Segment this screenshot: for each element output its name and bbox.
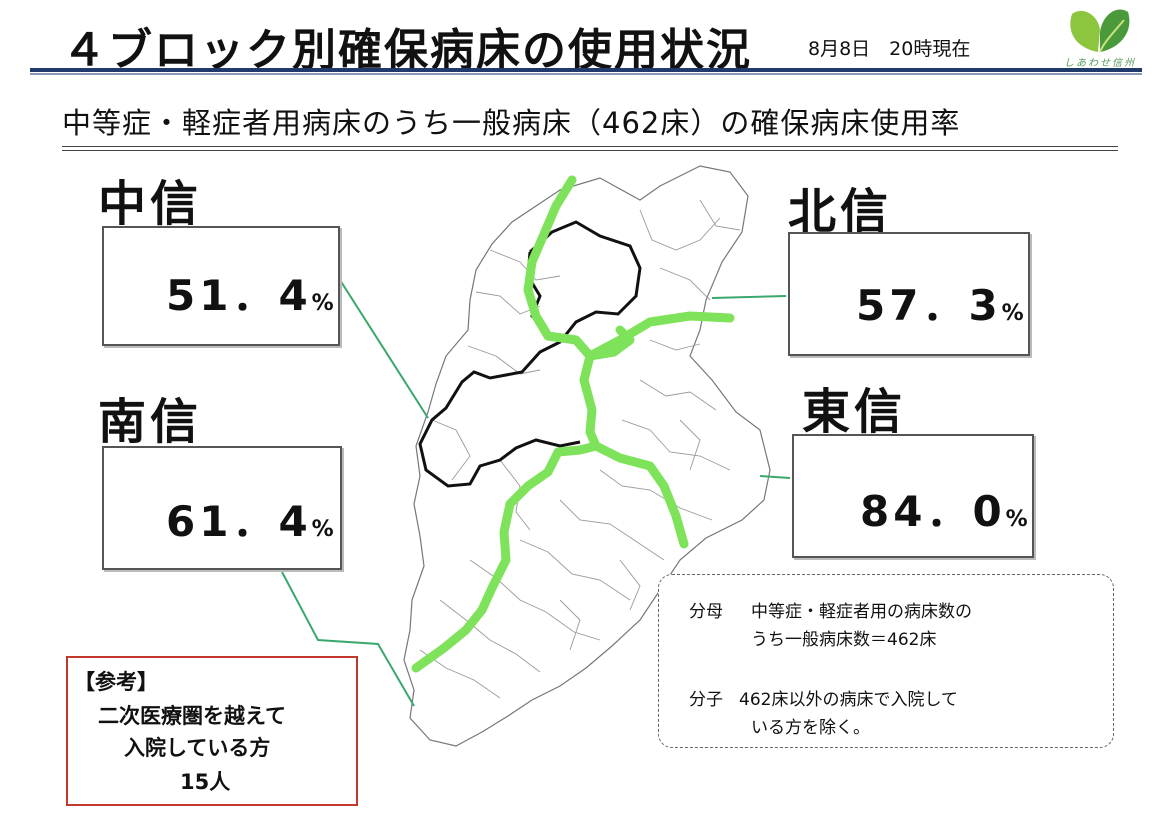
logo-caption: しあわせ信州 xyxy=(1064,58,1136,69)
reference-line-1: 二次医療圏を越えて xyxy=(98,704,286,728)
denominator-line-2: うち一般病床数＝462床 xyxy=(751,630,937,650)
toshin-rate: 84．0% xyxy=(860,478,1032,539)
hokushin-rate: 57．3% xyxy=(856,272,1028,333)
reference-line-2: 入院している方 xyxy=(124,736,271,760)
hokushin-rate-box: 57．3% xyxy=(788,232,1030,356)
header-divider xyxy=(30,68,1142,72)
hokushin-label: 北信 xyxy=(788,184,893,240)
denominator-line-1: 中等症・軽症者用の病床数の xyxy=(751,602,972,622)
toshin-rate-value: 84．0 xyxy=(860,487,1006,536)
denominator-label: 分母 xyxy=(689,602,723,622)
toshin-rate-box: 84．0% xyxy=(792,434,1034,558)
page-title: ４ブロック別確保病床の使用状況 xyxy=(62,25,752,76)
prefecture-logo-icon xyxy=(1070,9,1130,53)
leader-lines xyxy=(281,279,791,707)
chushin-rate-unit: % xyxy=(311,291,338,316)
nanshin-rate-unit: % xyxy=(311,517,338,542)
nanshin-label: 南信 xyxy=(98,394,203,450)
subtitle: 中等症・軽症者用病床のうち一般病床（462床）の確保病床使用率 xyxy=(62,106,961,140)
reference-heading: 【参考】 xyxy=(74,670,158,694)
nanshin-rate-value: 61．4 xyxy=(166,497,312,546)
toshin-label: 東信 xyxy=(802,384,907,440)
numerator-line-2: いる方を除く。 xyxy=(751,718,870,738)
prefecture-outline xyxy=(403,165,771,747)
nanshin-rate-box: 61．4% xyxy=(102,446,342,570)
subtitle-divider xyxy=(62,146,1118,147)
definition-note-box: 分母 中等症・軽症者用の病床数の うち一般病床数＝462床 分子 462床以外の… xyxy=(658,574,1114,748)
chushin-label: 中信 xyxy=(98,176,203,232)
numerator-line-1: 462床以外の病床で入院して xyxy=(739,690,958,710)
hokushin-rate-unit: % xyxy=(1001,301,1028,326)
block-boundaries-green xyxy=(411,175,735,673)
subtitle-divider-2 xyxy=(62,150,1118,151)
chushin-rate: 51．4% xyxy=(166,262,338,323)
numerator-label: 分子 xyxy=(689,690,723,710)
date-stamp: 8月8日 20時現在 xyxy=(808,38,971,60)
toshin-rate-unit: % xyxy=(1005,507,1032,532)
nanshin-rate: 61．4% xyxy=(166,488,338,549)
hokushin-rate-value: 57．3 xyxy=(856,281,1002,330)
chushin-rate-value: 51．4 xyxy=(166,271,312,320)
header-divider-light xyxy=(30,73,1142,75)
reference-box: 【参考】 二次医療圏を越えて 入院している方 15人 xyxy=(66,656,358,806)
reference-count: 15人 xyxy=(180,770,231,794)
chushin-rate-box: 51．4% xyxy=(102,226,340,346)
